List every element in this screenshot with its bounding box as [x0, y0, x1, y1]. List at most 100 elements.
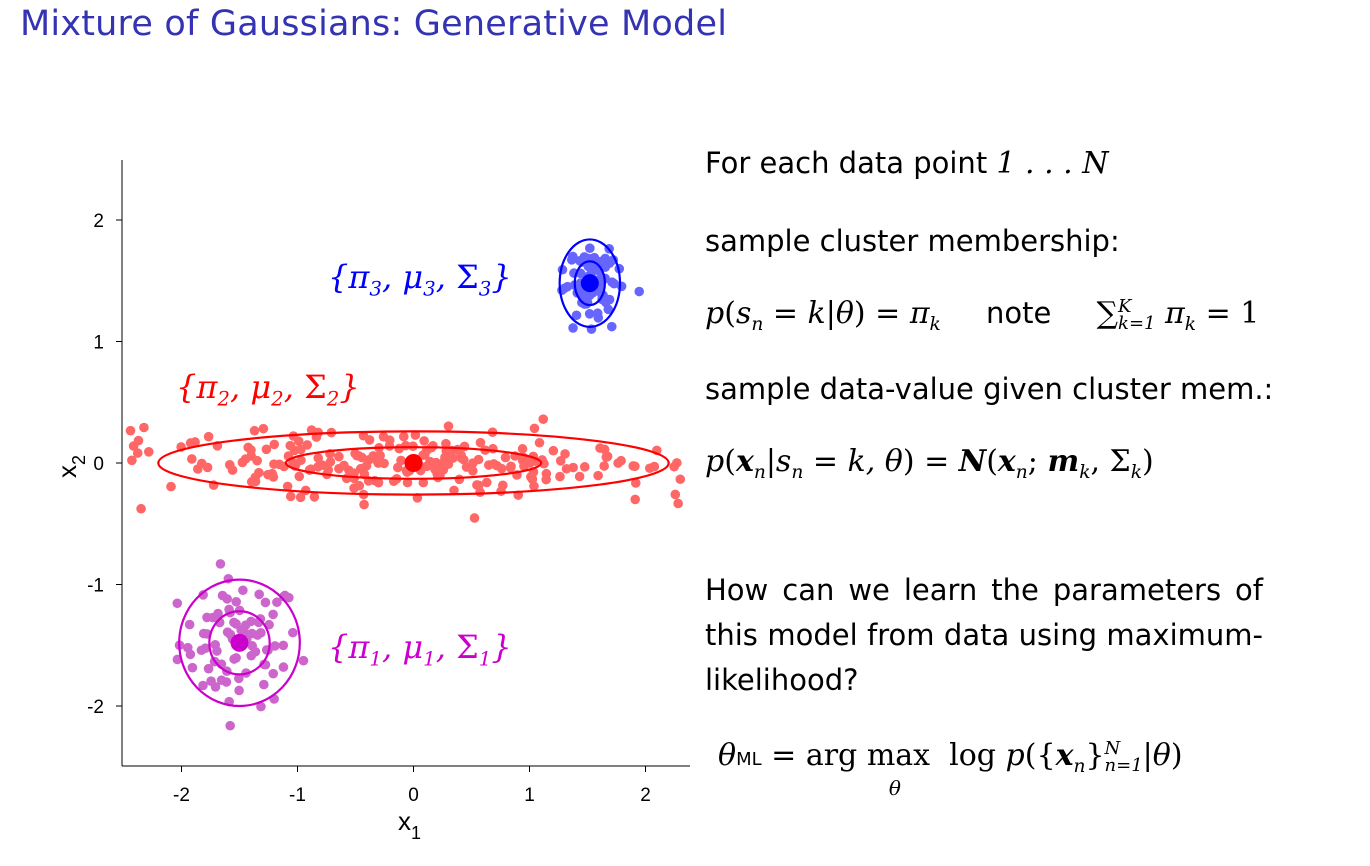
y-axis-label-sub: 2	[69, 455, 89, 465]
scatter-plot: -2 -1 0 1 2 -2 -1 0 1 2 x1 x2	[52, 160, 690, 843]
data-point	[628, 461, 639, 471]
data-point	[249, 425, 260, 436]
data-point	[256, 627, 266, 638]
data-point	[595, 443, 605, 453]
data-point	[210, 639, 221, 650]
data-point	[398, 431, 409, 442]
cluster3-label: {π3, μ3, Σ3}	[328, 258, 512, 301]
data-point	[224, 460, 235, 470]
data-point	[203, 663, 214, 674]
data-point	[418, 450, 428, 460]
data-point	[606, 321, 617, 332]
x-tick-label: 0	[408, 785, 419, 806]
data-point	[234, 685, 244, 696]
data-point	[468, 466, 478, 476]
data-point	[125, 425, 136, 436]
data-point	[260, 597, 271, 608]
data-point	[293, 436, 304, 446]
data-point	[139, 422, 149, 433]
cluster-ellipse	[157, 430, 670, 496]
data-point	[669, 461, 679, 472]
data-point	[359, 499, 369, 510]
data-point	[425, 456, 435, 467]
data-point	[483, 460, 494, 470]
data-point	[268, 668, 279, 679]
data-point	[217, 590, 228, 601]
data-point	[355, 463, 366, 474]
data-point	[268, 472, 279, 482]
data-point	[132, 448, 143, 458]
data-point	[548, 445, 559, 456]
data-point	[496, 486, 506, 497]
y-tick-label: 0	[93, 454, 104, 475]
data-point	[571, 310, 582, 321]
x-tick-label: 1	[524, 785, 535, 806]
data-point	[295, 492, 306, 503]
data-point	[127, 455, 137, 466]
data-point	[172, 598, 183, 609]
data-point	[306, 425, 317, 435]
data-point	[574, 471, 585, 482]
data-point	[634, 286, 645, 297]
data-point	[133, 435, 144, 446]
data-point	[200, 643, 211, 654]
data-point	[587, 266, 597, 277]
x-tick-label: 2	[640, 785, 651, 806]
data-point	[206, 676, 216, 686]
data-point	[254, 589, 264, 600]
data-point	[254, 467, 264, 478]
data-point	[373, 458, 384, 468]
data-point	[325, 457, 336, 467]
data-point	[334, 451, 344, 462]
data-point	[259, 679, 269, 690]
data-point	[500, 452, 511, 463]
data-point	[630, 478, 641, 488]
text-line1: For each data point 1 . . . N	[705, 146, 1109, 181]
x-axis-label-sub: 1	[411, 823, 421, 843]
data-point	[602, 451, 613, 462]
data-point	[285, 491, 296, 502]
y-tick-label: -1	[87, 576, 104, 597]
data-point	[350, 448, 360, 459]
cluster-ellipse	[284, 446, 543, 480]
data-point	[198, 628, 209, 639]
data-point	[593, 470, 603, 481]
data-point	[443, 421, 454, 431]
data-point	[364, 454, 374, 465]
data-point	[555, 471, 565, 482]
data-point	[454, 474, 465, 485]
data-point	[384, 435, 395, 446]
text-line2: sample cluster membership:	[705, 224, 1120, 258]
plot-axes: -2 -1 0 1 2 -2 -1 0 1 2	[87, 160, 690, 806]
cluster-center	[404, 454, 423, 472]
x-axis-label: x1	[398, 806, 421, 843]
data-point	[529, 423, 540, 434]
data-point	[261, 444, 272, 455]
cluster-center	[230, 633, 249, 652]
data-point	[534, 437, 545, 448]
data-point	[298, 655, 309, 666]
data-point	[185, 438, 196, 448]
data-point	[243, 442, 253, 453]
data-point	[202, 612, 212, 623]
data-point	[517, 444, 528, 454]
data-point	[184, 619, 195, 630]
data-point	[506, 461, 516, 472]
data-point	[296, 455, 306, 466]
data-point	[375, 450, 385, 461]
data-point	[272, 597, 282, 608]
data-point	[240, 454, 251, 464]
data-point	[607, 277, 617, 287]
data-point	[673, 498, 683, 509]
data-point	[294, 471, 305, 482]
cluster-ellipse	[558, 238, 622, 329]
data-point	[675, 474, 686, 485]
data-point	[560, 449, 570, 459]
cluster2-label: {π2, μ2, Σ2}	[176, 368, 360, 411]
data-point	[568, 462, 578, 473]
question-text: How can we learn the parameters of this …	[705, 573, 1263, 697]
data-point	[472, 480, 482, 490]
data-point	[492, 460, 502, 471]
data-point	[215, 559, 226, 569]
